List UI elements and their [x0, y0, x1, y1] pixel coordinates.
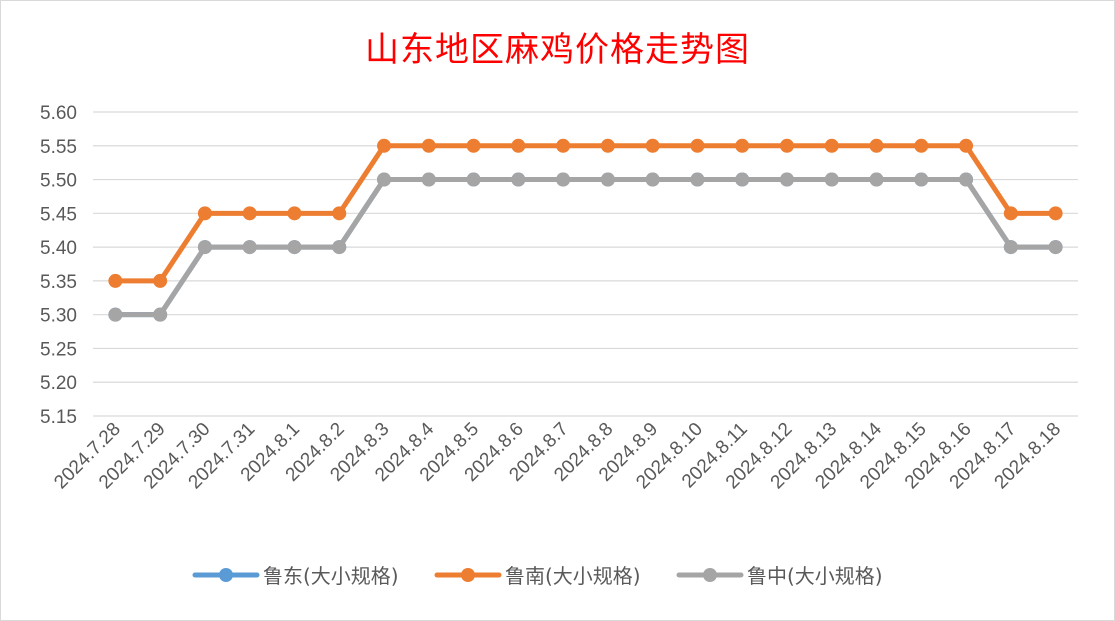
data-point	[377, 138, 392, 153]
data-point	[332, 240, 347, 255]
data-point	[690, 138, 705, 153]
data-point	[242, 240, 257, 255]
data-point	[197, 206, 212, 221]
y-tick-label: 5.25	[40, 339, 77, 360]
data-point	[869, 172, 884, 187]
data-point	[108, 307, 123, 322]
data-point	[1048, 240, 1063, 255]
data-point	[735, 172, 750, 187]
data-point	[645, 138, 660, 153]
data-point	[869, 138, 884, 153]
legend-marker	[461, 568, 475, 582]
data-point	[645, 172, 660, 187]
data-point	[242, 206, 257, 221]
y-tick-label: 5.45	[40, 204, 77, 225]
data-point	[824, 138, 839, 153]
chart-title: 山东地区麻鸡价格走势图	[365, 30, 750, 70]
y-tick-label: 5.60	[40, 103, 77, 124]
data-point	[197, 240, 212, 255]
y-tick-label: 5.40	[40, 238, 77, 259]
legend-marker	[219, 568, 233, 582]
y-tick-label: 5.35	[40, 272, 77, 293]
data-point	[287, 240, 302, 255]
series-line	[112, 177, 1059, 318]
data-point	[1003, 240, 1018, 255]
data-point	[690, 172, 705, 187]
data-point	[1003, 206, 1018, 221]
series-line	[112, 143, 1059, 284]
data-point	[287, 206, 302, 221]
data-point	[959, 172, 974, 187]
data-point	[421, 172, 436, 187]
data-point	[735, 138, 750, 153]
data-point	[600, 138, 615, 153]
y-tick-label: 5.30	[40, 306, 77, 327]
data-point	[511, 138, 526, 153]
y-tick-label: 5.55	[40, 137, 77, 158]
data-point	[914, 138, 929, 153]
legend-label: 鲁南(大小规格)	[505, 564, 641, 588]
data-point	[556, 138, 571, 153]
legend-label: 鲁东(大小规格)	[263, 564, 399, 588]
data-point	[377, 172, 392, 187]
data-point	[556, 172, 571, 187]
legend-label: 鲁中(大小规格)	[747, 564, 883, 588]
y-tick-label: 5.20	[40, 373, 77, 394]
data-point	[466, 172, 481, 187]
data-point	[466, 138, 481, 153]
data-point	[421, 138, 436, 153]
data-point	[153, 273, 168, 288]
data-point	[511, 172, 526, 187]
data-point	[1048, 206, 1063, 221]
legend-marker	[703, 568, 717, 582]
data-point	[779, 172, 794, 187]
data-point	[914, 172, 929, 187]
data-point	[332, 206, 347, 221]
data-point	[959, 138, 974, 153]
data-point	[824, 172, 839, 187]
data-point	[108, 273, 123, 288]
y-tick-label: 5.15	[40, 407, 77, 428]
data-point	[600, 172, 615, 187]
y-tick-label: 5.50	[40, 171, 77, 192]
data-point	[153, 307, 168, 322]
data-point	[779, 138, 794, 153]
